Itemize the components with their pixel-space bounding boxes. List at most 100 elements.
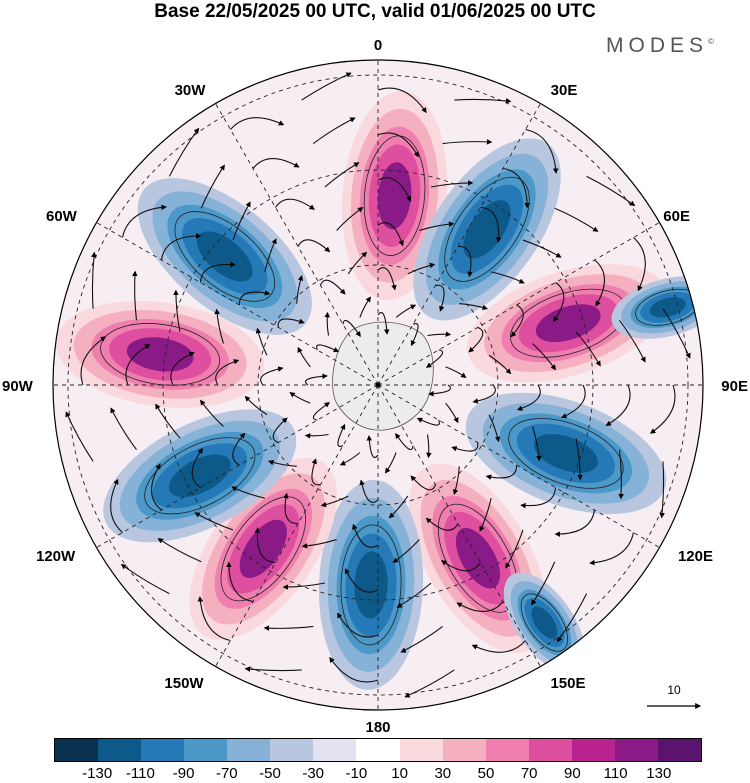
streamline bbox=[594, 259, 605, 307]
colorbar-swatch bbox=[184, 739, 228, 761]
streamline bbox=[427, 331, 452, 337]
colorbar-swatch bbox=[399, 739, 443, 761]
streamline bbox=[454, 98, 512, 104]
streamline bbox=[445, 402, 459, 424]
streamline bbox=[311, 458, 321, 486]
streamline bbox=[301, 72, 352, 101]
streamline bbox=[283, 492, 299, 525]
streamline bbox=[120, 563, 170, 595]
streamline bbox=[324, 162, 360, 188]
colorbar-swatch bbox=[528, 739, 572, 761]
streamline bbox=[531, 561, 556, 606]
streamline bbox=[451, 442, 479, 452]
streamline bbox=[359, 479, 379, 503]
anomaly-field bbox=[53, 60, 703, 710]
streamline bbox=[553, 282, 565, 322]
streamline bbox=[297, 346, 311, 368]
streamline bbox=[471, 640, 526, 653]
colorbar-tick-label: 130 bbox=[646, 765, 672, 782]
streamline bbox=[520, 487, 557, 509]
map-border bbox=[52, 59, 704, 711]
streamline bbox=[352, 523, 379, 548]
brand-text: MODES bbox=[606, 34, 709, 57]
streamline bbox=[516, 384, 541, 411]
streamline bbox=[263, 625, 314, 631]
streamline bbox=[173, 289, 181, 333]
lon-label-60e: 60E bbox=[663, 208, 690, 225]
streamline bbox=[407, 262, 436, 275]
streamline bbox=[289, 392, 311, 404]
streamline bbox=[452, 466, 460, 495]
streamline bbox=[441, 560, 481, 572]
streamline bbox=[366, 435, 379, 459]
modes-logo: MODES© bbox=[606, 34, 714, 58]
streamline bbox=[556, 593, 588, 643]
streamline bbox=[155, 403, 181, 439]
colorbar-tick-label: -90 bbox=[172, 765, 195, 782]
streamline bbox=[428, 384, 452, 397]
streamline bbox=[388, 495, 409, 519]
streamline bbox=[200, 164, 225, 209]
streamline bbox=[80, 336, 107, 386]
streamline bbox=[488, 414, 501, 443]
streamline bbox=[404, 669, 455, 698]
streamline bbox=[194, 512, 234, 531]
streamline bbox=[151, 463, 162, 511]
streamline bbox=[445, 366, 467, 378]
streamline bbox=[619, 319, 646, 363]
colorbar-swatch bbox=[98, 739, 142, 761]
colorbar-swatch bbox=[227, 739, 271, 761]
streamline bbox=[457, 245, 473, 278]
streamline bbox=[125, 344, 151, 386]
streamline bbox=[396, 582, 432, 608]
streamline bbox=[377, 132, 419, 158]
lon-label-180: 180 bbox=[365, 719, 390, 735]
lon-label-60w: 60W bbox=[46, 208, 78, 225]
streamline bbox=[320, 495, 349, 508]
polar-map: 0 30E 60E 90E 120E 150E 180 150W 120W 90… bbox=[2, 37, 748, 735]
streamline bbox=[238, 290, 271, 306]
colorbar bbox=[54, 738, 702, 762]
streamline bbox=[435, 284, 445, 312]
streamline bbox=[377, 311, 390, 335]
streamline bbox=[633, 237, 646, 292]
lon-label-150w: 150W bbox=[164, 675, 204, 692]
streamline bbox=[377, 177, 412, 202]
streamline bbox=[312, 117, 356, 144]
streamline bbox=[456, 601, 504, 612]
reference-vector: 10 bbox=[644, 683, 704, 713]
streamline bbox=[304, 433, 329, 439]
colorbar-tick-label: 30 bbox=[434, 765, 452, 782]
colorbar-tick-label: 90 bbox=[564, 765, 581, 782]
colorbar-swatch bbox=[356, 739, 400, 761]
streamline bbox=[230, 117, 285, 130]
streamline bbox=[168, 127, 200, 177]
colorbar-tick-label: -110 bbox=[125, 765, 155, 782]
streamline bbox=[419, 221, 455, 231]
streamline bbox=[426, 434, 432, 459]
longitude-labels: 0 30E 60E 90E 120E 150E 180 150W 120W 90… bbox=[2, 37, 748, 735]
colorbar-swatch bbox=[442, 739, 486, 761]
streamline bbox=[160, 233, 202, 261]
lon-label-30e: 30E bbox=[551, 82, 578, 99]
streamline bbox=[110, 478, 123, 533]
brand-mark: © bbox=[708, 37, 714, 46]
colorbar-tick-label: 10 bbox=[391, 765, 408, 782]
reference-arrow-icon bbox=[647, 703, 702, 709]
streamline bbox=[425, 517, 459, 531]
streamline bbox=[316, 344, 340, 353]
streamline bbox=[252, 158, 300, 169]
streamline bbox=[232, 201, 251, 241]
streamline bbox=[268, 459, 297, 467]
streamline bbox=[337, 423, 346, 447]
streamline bbox=[197, 596, 231, 642]
streamline bbox=[215, 359, 240, 386]
streamline bbox=[575, 437, 583, 481]
lon-label-0: 0 bbox=[374, 37, 382, 54]
streamline bbox=[377, 222, 404, 247]
streamline bbox=[304, 373, 328, 386]
lon-label-90e: 90E bbox=[721, 378, 748, 395]
streamline bbox=[255, 327, 268, 356]
streamline bbox=[392, 539, 420, 563]
colorbar-swatch bbox=[55, 739, 99, 761]
